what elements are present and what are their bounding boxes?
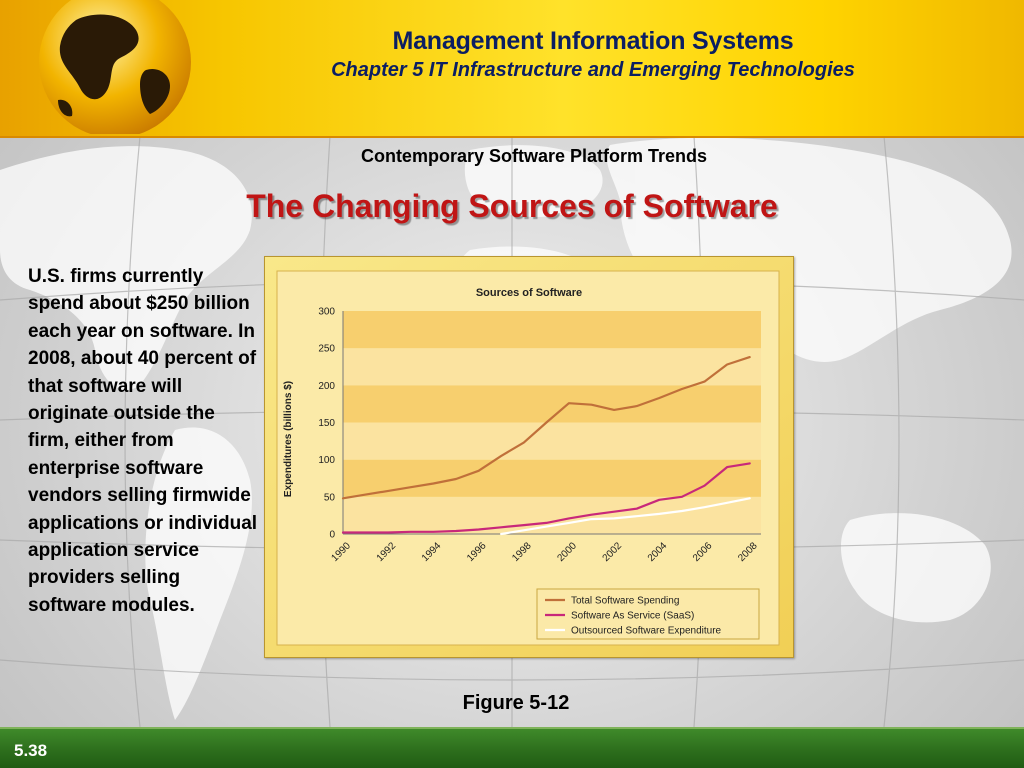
globe-icon	[39, 0, 191, 134]
y-tick-label: 0	[329, 530, 335, 541]
y-tick-label: 50	[324, 492, 336, 503]
slide-number: 5.38	[14, 741, 48, 760]
header-banner: Management Information Systems Chapter 5…	[0, 0, 1024, 138]
footer-bar: 5.38	[0, 727, 1024, 768]
legend-box	[536, 588, 760, 640]
plot-band	[343, 311, 761, 349]
plot-band	[343, 496, 761, 534]
chart-y-axis-label: Expenditures (billions $)	[283, 381, 294, 497]
y-tick-label: 200	[318, 381, 335, 392]
slide-title: The Changing Sources of Software	[246, 188, 778, 224]
legend-label: Software As Service (SaaS)	[571, 611, 694, 622]
app-title: Management Information Systems	[392, 27, 794, 55]
series-line-1	[341, 462, 751, 534]
section-heading: Contemporary Software Platform Trends	[360, 146, 708, 166]
body-paragraph: U.S. firms currently spend about $250 bi…	[28, 266, 258, 616]
y-tick-label: 150	[318, 418, 335, 429]
plot-band	[343, 459, 761, 497]
plot-band	[343, 348, 761, 386]
chapter-title: Chapter 5 IT Infrastructure and Emerging…	[331, 59, 855, 81]
figure-frame: Sources of Software Expenditures (billio…	[264, 256, 794, 658]
chart-series-lines	[341, 356, 751, 536]
plot-band	[343, 422, 761, 460]
y-tick-label: 100	[318, 455, 335, 466]
plot-background-bands	[343, 311, 761, 534]
series-line-2	[500, 497, 751, 536]
line-chart: Sources of Software Expenditures (billio…	[265, 257, 793, 657]
y-tick-label: 250	[318, 344, 335, 355]
chart-legend: Total Software Spending Software As Servi…	[536, 588, 760, 640]
legend-label: Total Software Spending	[571, 596, 679, 607]
chart-title: Sources of Software	[476, 287, 582, 299]
chart-axes	[342, 311, 761, 535]
series-line-0	[341, 356, 751, 500]
y-tick-label: 300	[318, 307, 335, 318]
legend-label: Outsourced Software Expenditure	[571, 626, 722, 637]
figure-caption: Figure 5-12	[462, 692, 570, 714]
